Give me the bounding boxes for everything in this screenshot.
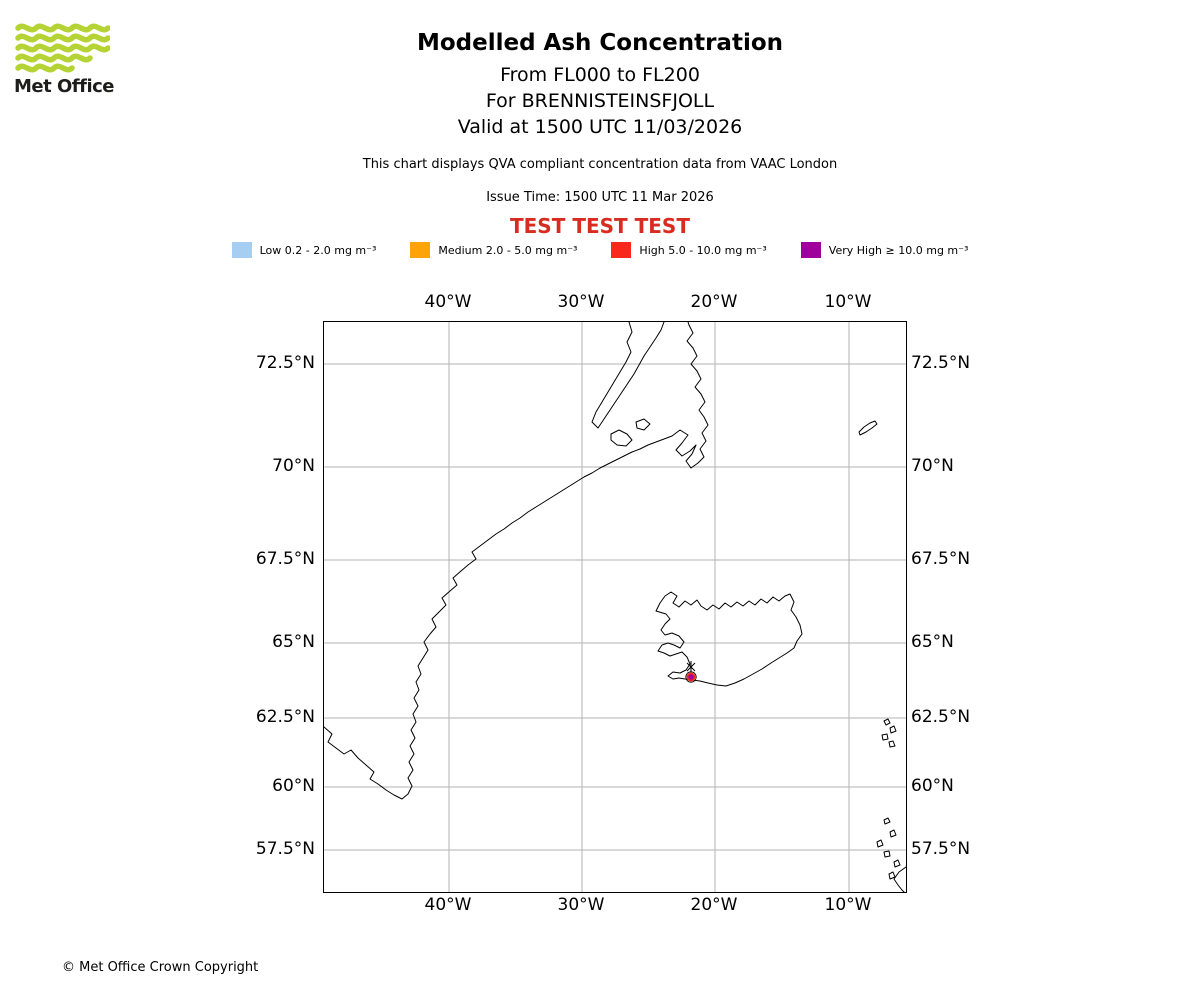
ash-marker-blob: [686, 672, 696, 682]
legend-item-medium: Medium 2.0 - 5.0 mg m⁻³: [410, 242, 577, 258]
lat-label-right-70n: 70°N: [911, 456, 954, 476]
valid-time-subtitle: Valid at 1500 UTC 11/03/2026: [457, 116, 743, 138]
lon-label-bottom-40w: 40°W: [424, 895, 472, 915]
page-title: Modelled Ash Concentration: [416, 30, 784, 56]
legend-label-very-high: Very High ≥ 10.0 mg m⁻³: [828, 243, 969, 257]
lon-label-bottom-10w: 10°W: [824, 895, 872, 915]
lon-label-top-40w: 40°W: [424, 292, 472, 312]
lon-label-top-20w: 20°W: [690, 292, 738, 312]
legend-item-low: Low 0.2 - 2.0 mg m⁻³: [231, 242, 377, 258]
logo-text: Met Office: [14, 76, 115, 97]
lon-label-bottom-20w: 20°W: [690, 895, 738, 915]
lat-label-right-57-5n: 57.5°N: [911, 839, 971, 859]
lat-label-left-57-5n: 57.5°N: [255, 839, 315, 859]
lat-label-left-65n: 65°N: [272, 632, 315, 652]
volcano-subtitle: For BRENNISTEINSFJOLL: [485, 90, 715, 112]
lon-label-bottom-30w: 30°W: [557, 895, 605, 915]
copyright-notice: © Met Office Crown Copyright: [62, 960, 259, 975]
volcano-summit-icon: [686, 661, 696, 672]
coastline-greenland-fjord: [591, 322, 665, 429]
chart-header: Modelled Ash Concentration From FL000 to…: [0, 30, 1200, 140]
greenland-island-1: [610, 429, 633, 447]
islands-shetland-scotland: [876, 817, 906, 892]
legend-swatch-high: [611, 242, 632, 258]
lat-label-right-67-5n: 67.5°N: [911, 549, 971, 569]
graticule-grid: [324, 322, 906, 892]
lon-label-top-10w: 10°W: [824, 292, 872, 312]
coastline-iceland: [655, 591, 803, 687]
lon-label-top-30w: 30°W: [557, 292, 605, 312]
legend-label-high: High 5.0 - 10.0 mg m⁻³: [639, 243, 767, 257]
greenland-island-2: [635, 418, 651, 431]
legend-label-medium: Medium 2.0 - 5.0 mg m⁻³: [438, 243, 578, 257]
ash-concentration-marker: [685, 661, 697, 683]
lat-label-left-60n: 60°N: [272, 776, 315, 796]
islands-faroe: [881, 718, 897, 748]
map-plot: [323, 321, 907, 893]
lat-label-right-62-5n: 62.5°N: [911, 707, 971, 727]
logo-waves-icon: [15, 23, 110, 73]
test-banner: TEST TEST TEST: [510, 214, 690, 238]
legend-item-high: High 5.0 - 10.0 mg m⁻³: [611, 242, 767, 258]
legend-swatch-medium: [410, 242, 431, 258]
lat-label-left-67-5n: 67.5°N: [255, 549, 315, 569]
legend-label-low: Low 0.2 - 2.0 mg m⁻³: [259, 243, 377, 257]
qva-note: This chart displays QVA compliant concen…: [362, 157, 838, 172]
lat-label-right-72-5n: 72.5°N: [911, 353, 971, 373]
flight-levels-subtitle: From FL000 to FL200: [500, 64, 700, 86]
legend-item-very-high: Very High ≥ 10.0 mg m⁻³: [800, 242, 969, 258]
issue-time: Issue Time: 1500 UTC 11 Mar 2026: [486, 190, 714, 205]
met-office-logo: Met Office: [14, 20, 118, 97]
legend: Low 0.2 - 2.0 mg m⁻³ Medium 2.0 - 5.0 mg…: [0, 242, 1200, 258]
lat-label-left-62-5n: 62.5°N: [255, 707, 315, 727]
map-svg: [324, 322, 906, 892]
lat-label-left-70n: 70°N: [272, 456, 315, 476]
lat-label-left-72-5n: 72.5°N: [255, 353, 315, 373]
lat-label-right-65n: 65°N: [911, 632, 954, 652]
coastline-greenland: [324, 322, 709, 800]
legend-swatch-very-high: [800, 242, 821, 258]
lat-label-right-60n: 60°N: [911, 776, 954, 796]
island-jan-mayen: [858, 420, 878, 436]
legend-swatch-low: [231, 242, 252, 258]
